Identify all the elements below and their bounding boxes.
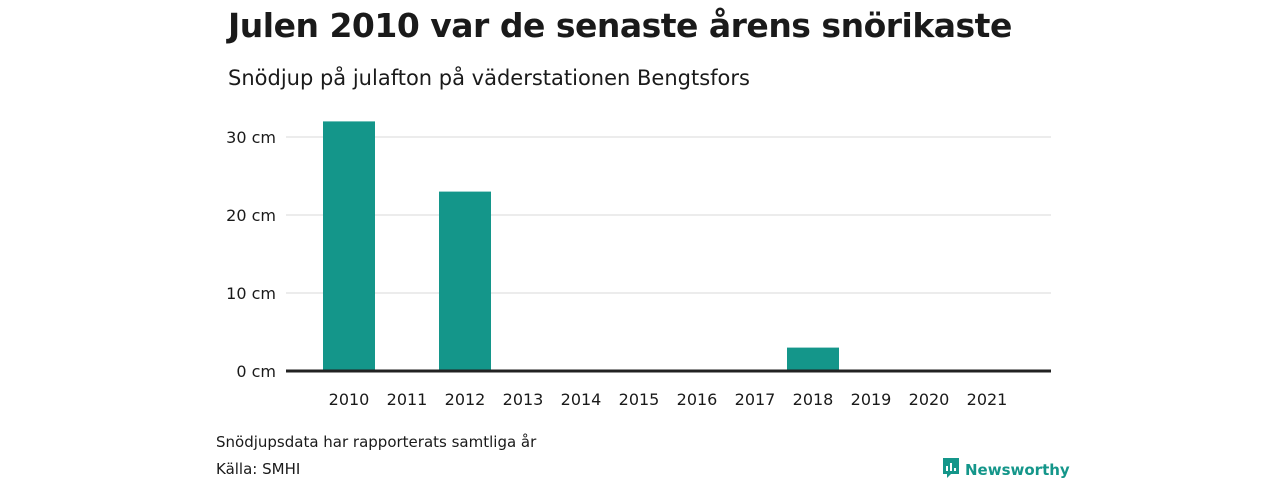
y-tick-label: 30 cm xyxy=(226,128,276,147)
newsworthy-logo: Newsworthy xyxy=(942,457,1070,483)
x-tick-label: 2013 xyxy=(503,390,544,409)
x-tick-label: 2018 xyxy=(793,390,834,409)
chart-note: Snödjupsdata har rapporterats samtliga å… xyxy=(216,433,537,451)
bar xyxy=(323,121,375,372)
brand-name: Newsworthy xyxy=(965,461,1070,479)
newsworthy-logo-icon xyxy=(942,457,960,483)
chart-source: Källa: SMHI xyxy=(216,460,301,478)
x-tick-label: 2014 xyxy=(561,390,602,409)
x-tick-label: 2012 xyxy=(445,390,486,409)
y-tick-label: 0 cm xyxy=(236,362,276,381)
bar-chart: 0 cm 10 cm 20 cm 30 cm 2010 2011 2012 2013 2014 2… xyxy=(226,121,1051,409)
x-tick-label: 2010 xyxy=(329,390,370,409)
bar xyxy=(787,347,839,371)
x-tick-label: 2017 xyxy=(735,390,776,409)
y-tick-label: 20 cm xyxy=(226,206,276,225)
x-tick-label: 2020 xyxy=(909,390,950,409)
x-tick-label: 2019 xyxy=(851,390,892,409)
x-tick-label: 2016 xyxy=(677,390,718,409)
x-tick-label: 2011 xyxy=(387,390,428,409)
x-tick-label: 2021 xyxy=(967,390,1008,409)
chart-subtitle: Snödjup på julafton på väderstationen Be… xyxy=(228,66,750,90)
chart-title: Julen 2010 var de senaste årens snörikas… xyxy=(228,6,1012,45)
x-tick-label: 2015 xyxy=(619,390,660,409)
y-tick-label: 10 cm xyxy=(226,284,276,303)
bar xyxy=(439,191,491,371)
